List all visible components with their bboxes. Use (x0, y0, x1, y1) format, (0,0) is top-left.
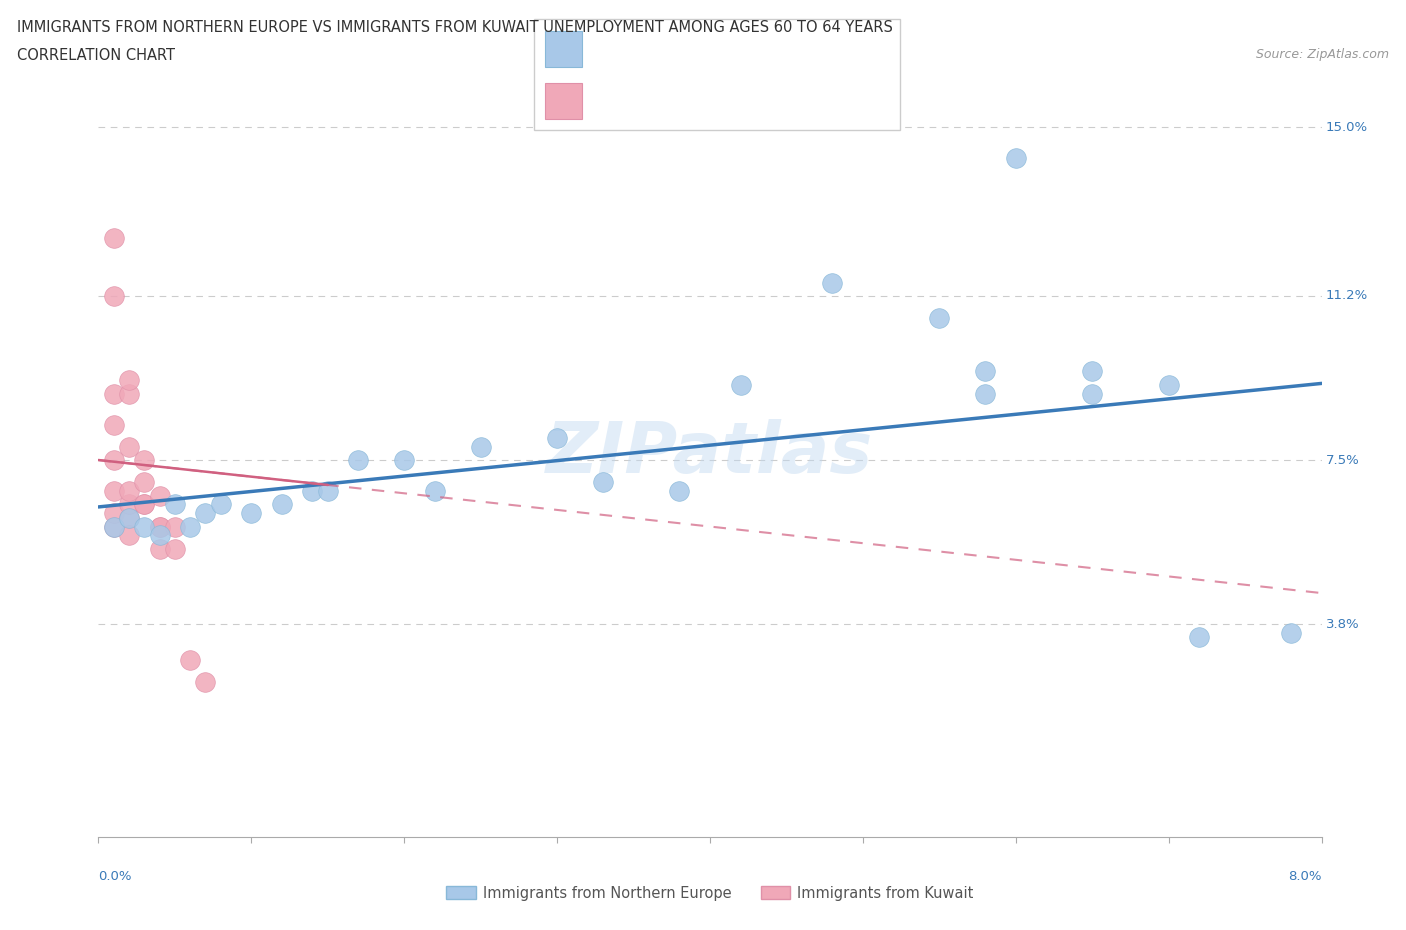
Legend: Immigrants from Northern Europe, Immigrants from Kuwait: Immigrants from Northern Europe, Immigra… (440, 880, 980, 907)
Point (423, 484, 446, 498)
Point (134, 519, 156, 534)
Text: R = -0.135   N = 27: R = -0.135 N = 27 (593, 93, 742, 108)
Point (163, 519, 186, 534)
Point (730, 378, 752, 392)
Point (118, 528, 141, 543)
Point (118, 386, 141, 401)
Point (103, 484, 125, 498)
Point (592, 474, 614, 489)
Point (1279, 626, 1302, 641)
Point (194, 674, 217, 689)
Point (209, 497, 232, 512)
Point (240, 506, 263, 521)
Point (347, 453, 370, 468)
Text: CORRELATION CHART: CORRELATION CHART (17, 48, 174, 63)
Point (270, 497, 294, 512)
Point (118, 497, 141, 512)
Point (103, 519, 125, 534)
Point (103, 231, 125, 246)
Point (974, 364, 997, 379)
Point (103, 506, 125, 521)
Point (118, 373, 141, 388)
Text: IMMIGRANTS FROM NORTHERN EUROPE VS IMMIGRANTS FROM KUWAIT UNEMPLOYMENT AMONG AGE: IMMIGRANTS FROM NORTHERN EUROPE VS IMMIG… (17, 20, 893, 35)
Point (149, 519, 172, 534)
Point (149, 488, 172, 503)
Text: 11.2%: 11.2% (1326, 289, 1368, 302)
Point (821, 275, 844, 290)
Text: 3.8%: 3.8% (1326, 618, 1360, 631)
Point (149, 519, 172, 534)
Point (974, 386, 997, 401)
FancyBboxPatch shape (534, 19, 900, 130)
Point (103, 418, 125, 432)
Point (103, 386, 125, 401)
Text: 15.0%: 15.0% (1326, 121, 1368, 134)
Point (179, 652, 201, 667)
Text: ZIPatlas: ZIPatlas (547, 418, 873, 488)
Point (194, 506, 217, 521)
Point (134, 474, 156, 489)
Point (179, 519, 201, 534)
Point (118, 511, 141, 525)
Point (928, 311, 950, 325)
Point (668, 484, 690, 498)
Point (134, 497, 156, 512)
Point (1188, 630, 1211, 644)
Text: 8.0%: 8.0% (1288, 870, 1322, 883)
Point (103, 519, 125, 534)
Point (149, 541, 172, 556)
Point (149, 528, 172, 543)
Point (118, 484, 141, 498)
Text: Source: ZipAtlas.com: Source: ZipAtlas.com (1256, 48, 1389, 61)
Point (301, 484, 323, 498)
Text: R = 0.445    N = 25: R = 0.445 N = 25 (593, 41, 742, 56)
Point (103, 288, 125, 303)
Point (316, 484, 339, 498)
Point (392, 453, 416, 468)
Text: 0.0%: 0.0% (98, 870, 132, 883)
Point (546, 431, 568, 445)
Point (1157, 378, 1180, 392)
Point (1081, 364, 1104, 379)
Point (1081, 386, 1104, 401)
Point (163, 497, 186, 512)
Point (1004, 151, 1026, 166)
Text: 7.5%: 7.5% (1326, 454, 1360, 467)
Point (134, 453, 156, 468)
FancyBboxPatch shape (546, 31, 582, 67)
Point (470, 439, 492, 454)
Point (118, 439, 141, 454)
Point (134, 497, 156, 512)
FancyBboxPatch shape (546, 84, 582, 119)
Point (118, 511, 141, 525)
Point (163, 541, 186, 556)
Point (103, 453, 125, 468)
